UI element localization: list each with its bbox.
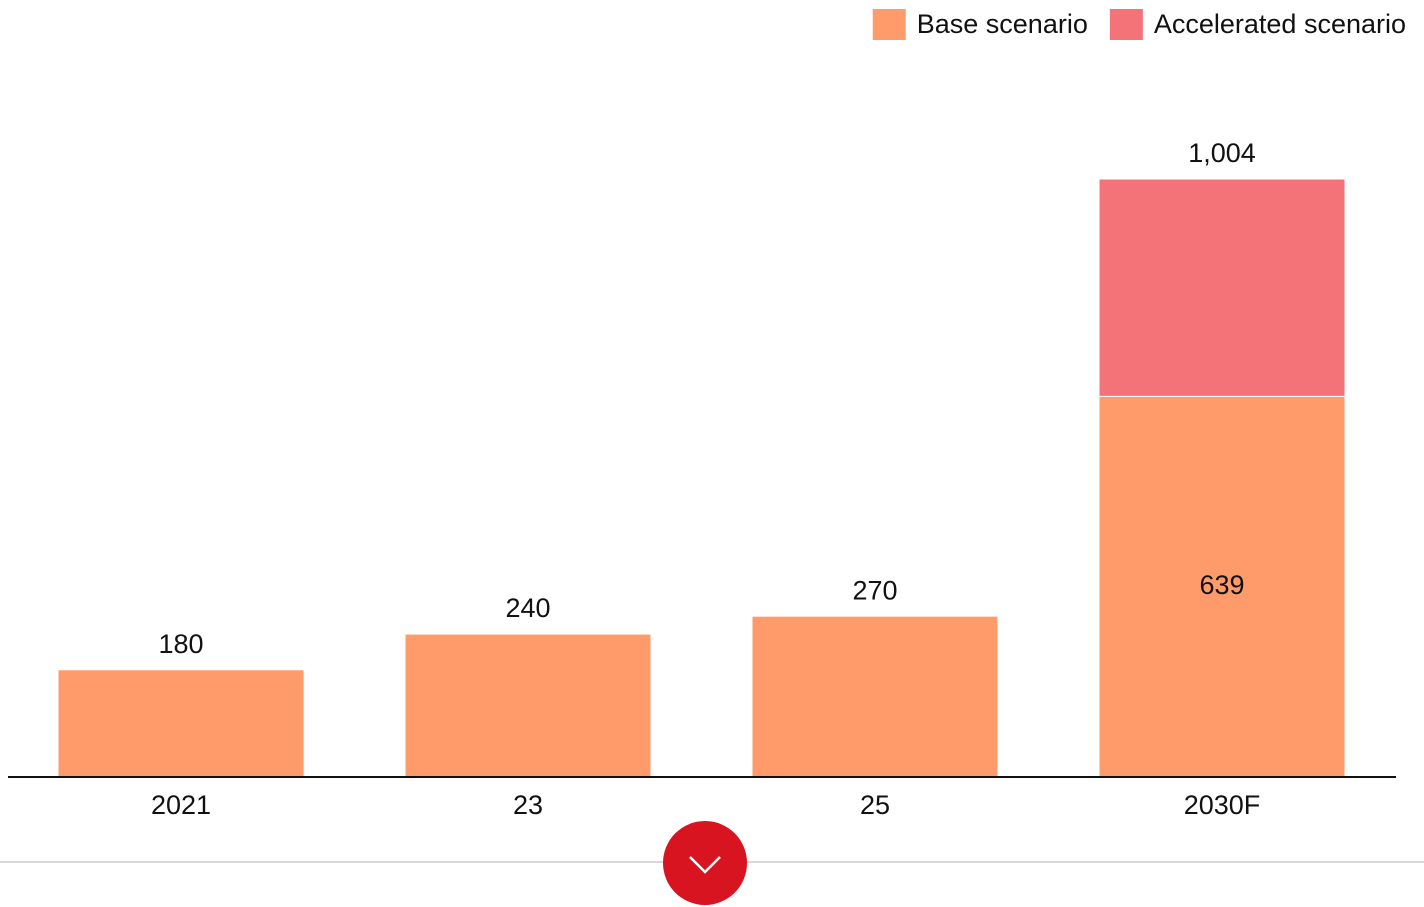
legend-label: Accelerated scenario: [1154, 9, 1406, 39]
value-label: 180: [158, 629, 203, 659]
expand-button[interactable]: [663, 821, 747, 905]
x-tick-label: 2030F: [1184, 790, 1261, 820]
bar: [1098, 395, 1346, 778]
x-tick-label: 2021: [151, 790, 211, 820]
total-label: 1,004: [1188, 138, 1256, 168]
bar: [1098, 178, 1346, 397]
button-circle[interactable]: [663, 821, 747, 905]
x-tick-label: 23: [513, 790, 543, 820]
value-label: 270: [852, 575, 897, 605]
value-label: 240: [505, 593, 550, 623]
x-tick-label: 25: [860, 790, 890, 820]
bar: [404, 633, 652, 778]
legend-swatch: [872, 9, 906, 40]
chevron[interactable]: [689, 856, 721, 874]
legend-label: Base scenario: [917, 9, 1088, 39]
bar: [57, 669, 305, 778]
legend-swatch: [1109, 9, 1143, 40]
bar: [751, 615, 999, 778]
value-label: 639: [1199, 570, 1244, 600]
